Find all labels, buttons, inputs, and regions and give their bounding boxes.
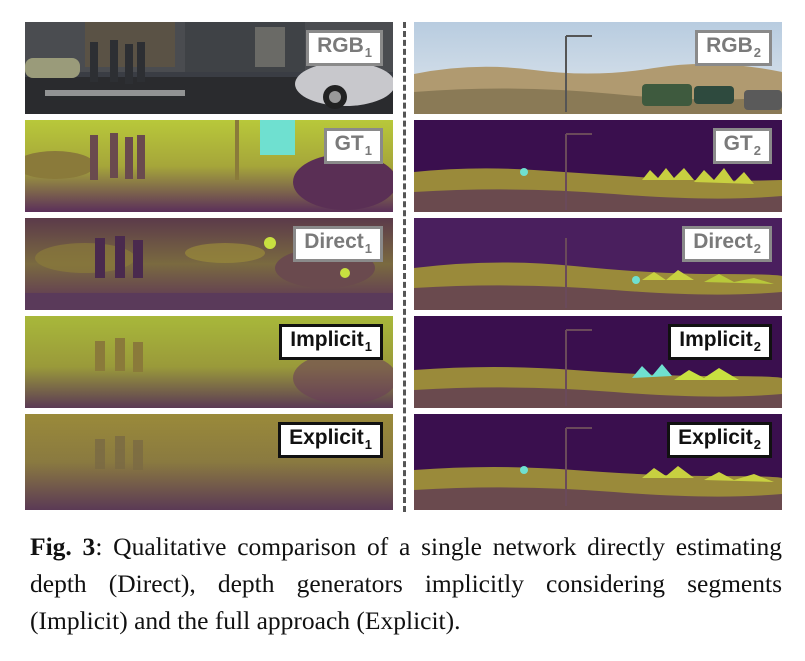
label-explicit-2: Explicit2 [667,422,772,458]
column-divider [403,22,406,512]
caption-text: : Qualitative comparison of a single net… [30,532,782,635]
explicit-panel-1: Explicit1 [25,414,393,510]
figure-caption: Fig. 3: Qualitative comparison of a sing… [30,528,782,639]
label-subscript: 1 [364,437,372,452]
label-subscript: 1 [364,143,372,158]
rgb-panel-1: RGB1 [25,22,393,114]
direct-panel-2: Direct2 [414,218,782,310]
gt-panel-1: GT1 [25,120,393,212]
label-rgb-2: RGB2 [695,30,772,66]
label-text: Explicit [289,426,364,449]
figure: RGB1 GT1 [25,22,782,512]
label-subscript: 2 [753,241,761,256]
label-direct-1: Direct1 [293,226,383,262]
label-subscript: 1 [364,45,372,60]
label-subscript: 1 [364,339,372,354]
gt-panel-2: GT2 [414,120,782,212]
rgb-panel-2: RGB2 [414,22,782,114]
label-rgb-1: RGB1 [306,30,383,66]
label-subscript: 2 [753,437,761,452]
label-implicit-2: Implicit2 [668,324,772,360]
rgb-image-2 [414,22,782,114]
label-text: Direct [693,230,753,253]
label-direct-2: Direct2 [682,226,772,262]
implicit-panel-1: Implicit1 [25,316,393,408]
label-subscript: 1 [364,241,372,256]
label-text: Implicit [679,328,753,351]
implicit-depth-image-2 [414,316,782,408]
label-text: RGB [706,34,753,57]
label-text: Direct [304,230,364,253]
label-text: Implicit [290,328,364,351]
explicit-panel-2: Explicit2 [414,414,782,510]
label-subscript: 2 [753,143,761,158]
caption-label: Fig. 3 [30,532,96,561]
label-text: GT [334,132,364,155]
label-text: Explicit [678,426,753,449]
label-gt-2: GT2 [712,128,772,164]
label-gt-1: GT1 [323,128,383,164]
label-subscript: 2 [753,339,761,354]
label-text: GT [723,132,753,155]
label-implicit-1: Implicit1 [279,324,383,360]
direct-panel-1: Direct1 [25,218,393,310]
label-explicit-1: Explicit1 [278,422,383,458]
label-text: RGB [317,34,364,57]
implicit-panel-2: Implicit2 [414,316,782,408]
label-subscript: 2 [753,45,761,60]
